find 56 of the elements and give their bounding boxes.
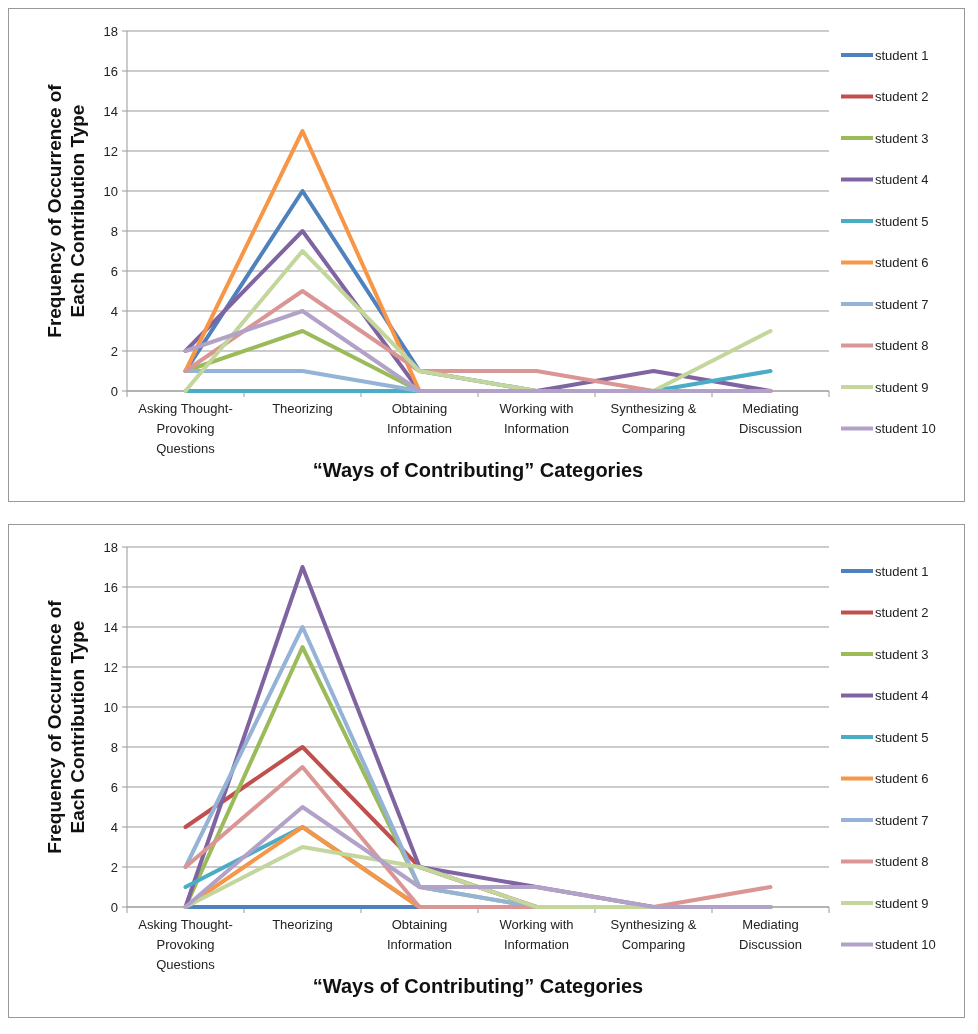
x-tick-label: Obtaining Information — [386, 401, 453, 436]
legend-label: student 6 — [875, 771, 929, 787]
legend-label: student 1 — [875, 563, 929, 579]
y-tick-label: 2 — [110, 859, 118, 875]
y-tick-label: 4 — [110, 303, 118, 319]
legend-label: student 8 — [875, 338, 929, 354]
legend-label: student 5 — [875, 729, 929, 745]
y-tick-label: 16 — [103, 579, 118, 595]
y-tick-label: 12 — [103, 659, 118, 675]
x-tick-label: Asking Thought-Provoking Questions — [138, 917, 233, 972]
y-axis-title: Frequency of Occurrence of Each Contribution Type — [44, 83, 88, 338]
y-tick-label: 14 — [103, 619, 118, 635]
legend-label: student 9 — [875, 379, 929, 395]
y-tick-label: 0 — [110, 899, 118, 915]
x-axis-title: “Ways of Contributing” Categories — [312, 459, 644, 481]
y-tick-label: 8 — [110, 223, 118, 239]
legend-label: student 5 — [875, 213, 929, 229]
x-tick-label: Synthesizing & Comparing — [610, 401, 697, 436]
y-tick-label: 18 — [103, 23, 118, 39]
legend-label: student 9 — [875, 895, 929, 911]
legend-label: student 3 — [875, 646, 929, 662]
y-axis-title: Frequency of Occurrence of Each Contribution Type — [44, 599, 88, 854]
legend-label: student 3 — [875, 130, 929, 146]
y-tick-label: 6 — [110, 263, 118, 279]
x-tick-label: Obtaining Information — [386, 917, 453, 952]
legend-label: student 10 — [875, 937, 936, 953]
x-tick-label: Asking Thought-Provoking Questions — [138, 401, 233, 456]
legend-label: student 7 — [875, 296, 929, 312]
legend-label: student 10 — [875, 421, 936, 437]
y-tick-label: 2 — [110, 343, 118, 359]
legend-label: student 4 — [875, 688, 929, 704]
x-tick-label: Theorizing — [272, 917, 333, 932]
x-tick-label: Theorizing — [272, 401, 333, 416]
y-tick-label: 6 — [110, 779, 118, 795]
legend-label: student 4 — [875, 172, 929, 188]
x-tick-label: Mediating Discussion — [739, 917, 802, 952]
x-tick-label: Mediating Discussion — [739, 401, 802, 436]
legend-label: student 1 — [875, 47, 929, 63]
y-tick-label: 0 — [110, 383, 118, 399]
y-tick-label: 18 — [103, 539, 118, 555]
y-tick-label: 10 — [103, 699, 118, 715]
x-tick-label: Synthesizing & Comparing — [610, 917, 697, 952]
y-tick-label: 4 — [110, 819, 118, 835]
y-tick-label: 8 — [110, 739, 118, 755]
y-tick-label: 14 — [103, 103, 118, 119]
x-axis-title: “Ways of Contributing” Categories — [312, 975, 644, 997]
y-tick-label: 10 — [103, 183, 118, 199]
y-tick-label: 12 — [103, 143, 118, 159]
legend-label: student 7 — [875, 812, 929, 828]
legend-label: student 2 — [875, 605, 929, 621]
legend-label: student 8 — [875, 854, 929, 870]
legend-label: student 6 — [875, 255, 929, 271]
x-tick-label: Working with Information — [499, 401, 574, 436]
x-tick-label: Working with Information — [499, 917, 574, 952]
y-tick-label: 16 — [103, 63, 118, 79]
legend-label: student 2 — [875, 89, 929, 105]
